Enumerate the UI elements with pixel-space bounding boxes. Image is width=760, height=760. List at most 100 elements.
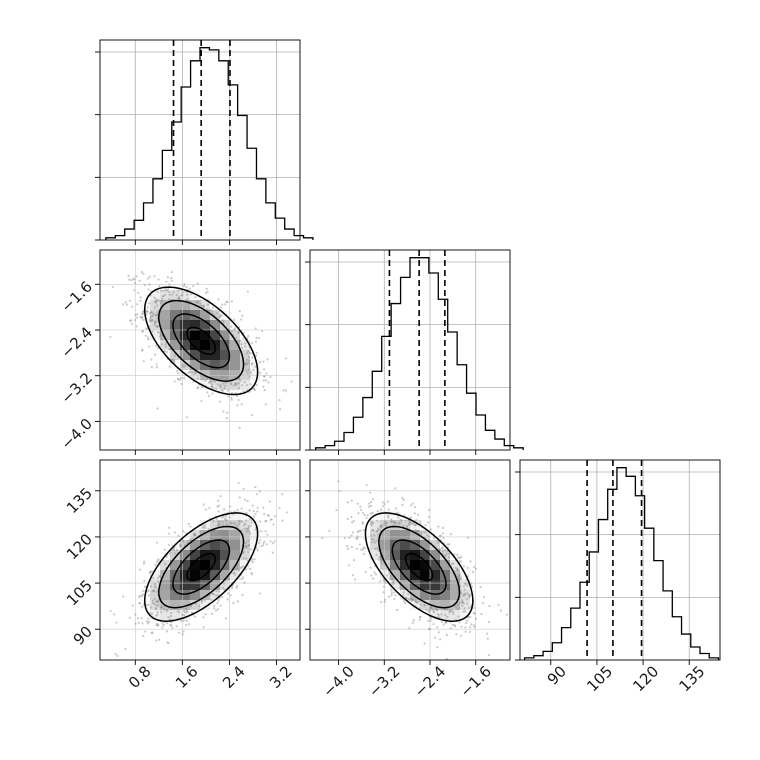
pair-p0-p1-sample-point: [157, 298, 160, 301]
pair-p1-p2-sample-point: [374, 573, 378, 576]
pair-p0-p2-sample-point: [169, 624, 173, 627]
pair-p0-p1-sample-point: [218, 400, 221, 403]
pair-p0-p1-contour-0: [186, 326, 217, 356]
pair-p0-p2-sample-point: [235, 524, 238, 527]
pair-p0-p1-density-cell: [200, 310, 210, 320]
pair-p0-p1-density-cell: [160, 340, 170, 350]
pair-p0-p2-density-cell: [170, 580, 180, 590]
pair-p0-p1-density-cell: [210, 320, 220, 330]
pair-p1-p2-sample-point: [388, 577, 392, 580]
pair-p1-p2-sample-point: [376, 509, 379, 513]
pair-p1-p2-density-cell: [430, 560, 440, 570]
pair-p1-p2-sample-point: [393, 520, 396, 523]
pair-p0-p1-density-cell: [150, 320, 160, 330]
pair-p1-p2-density-cell: [420, 600, 430, 610]
pair-p0-p2-sample-point: [175, 625, 178, 628]
pair-p0-p1-sample-point: [222, 319, 225, 322]
pair-p0-p1-sample-point: [156, 311, 159, 314]
pair-p0-p2-sample-point: [138, 602, 141, 605]
pair-p1-p2-sample-point: [412, 598, 415, 601]
y-tick-label-p1-1: −3.2: [58, 369, 96, 407]
pair-p0-p2-sample-point: [239, 566, 243, 570]
pair-p1-p2-sample-point: [380, 560, 383, 563]
pair-p0-p1-density-cell: [200, 380, 210, 390]
pair-p0-p1-sample-point: [245, 369, 248, 372]
pair-p0-p1-sample-point: [139, 296, 142, 299]
pair-p1-p2-sample-point: [337, 480, 340, 483]
pair-p0-p2-sample-point: [240, 520, 244, 523]
pair-p1-p2-sample-point: [437, 613, 440, 617]
pair-p0-p2-sample-point: [244, 557, 248, 560]
pair-p1-p2-sample-point: [427, 538, 430, 542]
pair-p0-p1-sample-point: [230, 396, 233, 399]
pair-p0-p1-density-cell: [210, 330, 220, 340]
pair-p0-p2-sample-point: [169, 615, 173, 618]
pair-p0-p1-sample-point: [179, 377, 183, 380]
pair-p0-p2-sample-point: [203, 599, 206, 602]
pair-p1-p2-sample-point: [450, 609, 453, 612]
pair-p1-p2-sample-point: [438, 548, 442, 551]
pair-p0-p2-density-cell: [180, 570, 190, 580]
pair-p0-p1-sample-point: [226, 300, 229, 303]
pair-p0-p1-density-cell: [190, 330, 200, 340]
pair-p1-p2-sample-point: [376, 529, 379, 532]
pair-p0-p2-sample-point: [175, 548, 179, 551]
pair-p1-p2-sample-point: [393, 597, 396, 600]
pair-p1-p2-sample-point: [350, 545, 354, 549]
pair-p0-p2-sample-point: [167, 641, 170, 645]
pair-p1-p2-sample-point: [437, 525, 440, 528]
pair-p0-p1-sample-point: [163, 350, 166, 353]
pair-p0-p2-sample-point: [213, 604, 216, 607]
pair-p0-p2-sample-point: [218, 520, 221, 523]
pair-p1-p2-sample-point: [462, 610, 465, 613]
pair-p0-p2-sample-point: [256, 506, 259, 509]
pair-p0-p2-sample-point: [138, 602, 141, 605]
pair-p0-p2-sample-point: [216, 520, 220, 523]
pair-p0-p2-density-cell: [220, 530, 230, 540]
pair-p1-p2-density-cell: [430, 590, 440, 600]
pair-p0-p1-sample-point: [171, 358, 174, 361]
pair-p0-p2-sample-point: [202, 530, 205, 533]
pair-p0-p1-sample-point: [158, 331, 161, 334]
pair-p1-p2-sample-point: [384, 522, 387, 525]
pair-p1-p2-sample-point: [375, 547, 379, 550]
pair-p1-p2-sample-point: [425, 609, 428, 612]
pair-p0-p2-sample-point: [245, 511, 248, 515]
pair-p0-p1-sample-point: [182, 284, 186, 288]
pair-p1-p2-sample-point: [382, 579, 385, 583]
pair-p0-p1-sample-point: [165, 350, 169, 354]
pair-p1-p2-sample-point: [427, 609, 430, 612]
pair-p0-p2-sample-point: [201, 526, 205, 529]
pair-p0-p1-sample-point: [128, 278, 131, 281]
pair-p1-p2-sample-point: [423, 642, 426, 645]
pair-p1-p2-sample-point: [468, 626, 472, 629]
pair-p0-p2-sample-point: [168, 526, 171, 529]
pair-p1-p2-sample-point: [429, 605, 433, 608]
pair-p0-p2-sample-point: [152, 589, 156, 592]
pair-p0-p2-sample-point: [151, 599, 155, 602]
pair-p0-p1-sample-point: [214, 387, 218, 390]
pair-p1-p2-sample-point: [389, 574, 392, 578]
pair-p0-p1-sample-point: [232, 318, 236, 322]
pair-p0-p1-sample-point: [148, 320, 151, 323]
pair-p0-p2-sample-point: [236, 508, 239, 512]
pair-p0-p1-sample-point: [172, 359, 175, 362]
pair-p1-p2-density-cell: [420, 590, 430, 600]
pair-p1-p2-sample-point: [462, 565, 466, 568]
pair-p0-p1-density-cell: [190, 320, 200, 330]
pair-p1-p2-sample-point: [458, 572, 461, 575]
pair-p1-p2-sample-point: [385, 521, 388, 524]
pair-p1-p2-sample-point: [444, 621, 447, 624]
pair-p0-p1-sample-point: [156, 407, 159, 410]
pair-p0-p2-sample-point: [223, 588, 226, 591]
pair-p1-p2-sample-point: [470, 582, 473, 585]
pair-p0-p1-sample-point: [254, 327, 257, 330]
pair-p1-p2-sample-point: [416, 601, 419, 604]
pair-p1-p2-sample-point: [451, 623, 454, 627]
pair-p0-p2-sample-point: [235, 564, 239, 567]
pair-p0-p2-sample-point: [146, 590, 149, 593]
pair-p0-p2-sample-point: [216, 523, 219, 527]
pair-p1-p2-sample-point: [411, 523, 414, 526]
pair-p0-p2-density-cell: [160, 580, 170, 590]
pair-p0-p1-density-cell: [240, 350, 250, 360]
